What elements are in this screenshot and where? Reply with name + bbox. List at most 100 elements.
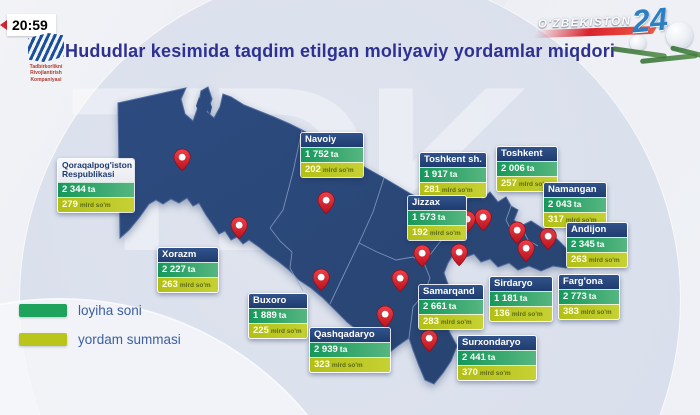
region-name: Toshkent [497,147,557,162]
project-count-value: 2 043 [548,199,572,211]
aid-amount-value: 263 [162,279,178,291]
region-aid-amount: 257 mlrd so'm [497,176,557,192]
region-name: Xorazm [158,248,218,263]
yellow-swatch-icon [19,333,67,346]
region-name: Qashqadaryo [310,328,390,343]
count-unit: ta [588,291,597,302]
project-count-value: 1 181 [494,293,518,305]
region-name: Sirdaryo [490,277,552,292]
red-tick-icon [0,19,7,30]
clock-time: 20:59 [7,13,56,36]
aid-amount-value: 283 [423,316,439,328]
region-aid-amount: 225 mlrd so'm [249,323,307,339]
project-count-value: 2 006 [501,163,525,175]
region-aid-amount: 263 mlrd so'm [158,277,218,293]
count-unit: ta [187,264,196,275]
tdk-logo: Tadbirkorlikni Rivojlantirish Kompaniyas… [14,33,78,83]
map-pin-icon [312,268,330,292]
region-aid-amount: 279 mlrd so'm [58,196,134,212]
region-project-count: 1 573 ta [408,210,466,226]
region-aid-amount: 263 mlrd so'm [567,252,627,268]
region-name: Jizzax [408,196,466,211]
map-pin-icon [539,227,557,251]
region-project-count: 2 661 ta [419,299,483,315]
project-count-value: 1 752 [305,149,329,161]
region-project-count: 2 773 ta [559,289,619,305]
region-label: Samarqand 2 661 ta 283 mlrd so'm [418,284,484,331]
aid-amount-value: 323 [314,359,330,371]
region-label: Qashqadaryo 2 939 ta 323 mlrd so'm [309,327,391,374]
legend: loyiha soni yordam summasi [19,303,181,361]
region-project-count: 1 917 ta [420,167,486,183]
map-pin-icon [474,208,492,232]
count-unit: ta [330,149,339,160]
region-label: Surxondaryo 2 441 ta 370 mlrd so'm [457,335,537,382]
page-title: Hududlar kesimida taqdim etilgan moliyav… [65,41,616,61]
region-project-count: 2 006 ta [497,161,557,177]
region-aid-amount: 192 mlrd so'm [408,225,466,241]
amount-unit: mlrd so'm [479,370,511,378]
region-project-count: 2 441 ta [458,350,536,366]
map-pin-icon [420,329,438,353]
region-project-count: 1 181 ta [490,291,552,307]
legend-label: yordam summasi [78,332,181,347]
project-count-value: 1 917 [424,169,448,181]
aid-amount-value: 383 [563,306,579,318]
region-label: Xorazm 2 227 ta 263 mlrd so'm [157,247,219,294]
count-unit: ta [448,301,457,312]
region-name: Qoraqalpog'iston Respublikasi [58,159,134,182]
region-aid-amount: 202 mlrd so'm [301,162,363,178]
region-label: Toshkent 2 006 ta 257 mlrd so'm [496,146,558,193]
map-pin-icon [508,221,526,245]
region-name: Farg'ona [559,275,619,290]
amount-unit: mlrd so'm [79,201,111,209]
project-count-value: 1 573 [412,212,436,224]
region-project-count: 1 752 ta [301,147,363,163]
legend-item-projects: loyiha soni [19,303,181,318]
amount-unit: mlrd so'm [511,311,543,319]
amount-unit: mlrd so'm [580,309,612,317]
project-count-value: 2 939 [314,344,338,356]
legend-label: loyiha soni [78,303,142,318]
region-name: Navoiy [301,133,363,148]
region-project-count: 2 939 ta [310,342,390,358]
aid-amount-value: 202 [305,164,321,176]
tdk-line-1: Tadbirkorlikni [29,64,63,70]
region-aid-amount: 370 mlrd so'm [458,365,536,381]
count-unit: ta [339,344,348,355]
region-label: Farg'ona 2 773 ta 383 mlrd so'm [558,274,620,321]
region-name: Andijon [567,223,627,238]
map-pin-icon [230,216,248,240]
region-project-count: 1 889 ta [249,308,307,324]
count-unit: ta [437,212,446,223]
aid-amount-value: 281 [424,184,440,196]
amount-unit: mlrd so'm [440,319,472,327]
amount-unit: mlrd so'm [322,167,354,175]
project-count-value: 1 889 [253,310,277,322]
project-count-value: 2 344 [62,183,86,195]
aral-island [196,97,203,114]
green-swatch-icon [19,304,67,317]
count-unit: ta [87,183,96,194]
aral-island [206,100,212,115]
amount-unit: mlrd so'm [518,181,550,189]
tdk-line-2: Rivojlantirish [30,70,62,77]
region-name: Surxondaryo [458,336,536,351]
count-unit: ta [487,352,496,363]
aid-amount-value: 225 [253,325,269,337]
channel-logo: O'ZBEKISTON 24 [520,1,700,70]
amount-unit: mlrd so'm [441,187,473,195]
tdk-logo-text: Tadbirkorlikni Rivojlantirish Kompaniyas… [14,64,78,83]
count-unit: ta [526,163,535,174]
region-label: Andijon 2 345 ta 263 mlrd so'm [566,222,628,269]
project-count-value: 2 661 [423,301,447,313]
legend-item-amount: yordam summasi [19,332,181,347]
tdk-line-3: Kompaniyasi [30,76,62,83]
region-project-count: 2 345 ta [567,237,627,253]
christmas-bauble-icon [630,35,646,51]
region-name: Namangan [544,183,606,198]
region-name: Buxoro [249,294,307,309]
project-count-value: 2 441 [462,352,486,364]
map-pin-icon [317,191,335,215]
